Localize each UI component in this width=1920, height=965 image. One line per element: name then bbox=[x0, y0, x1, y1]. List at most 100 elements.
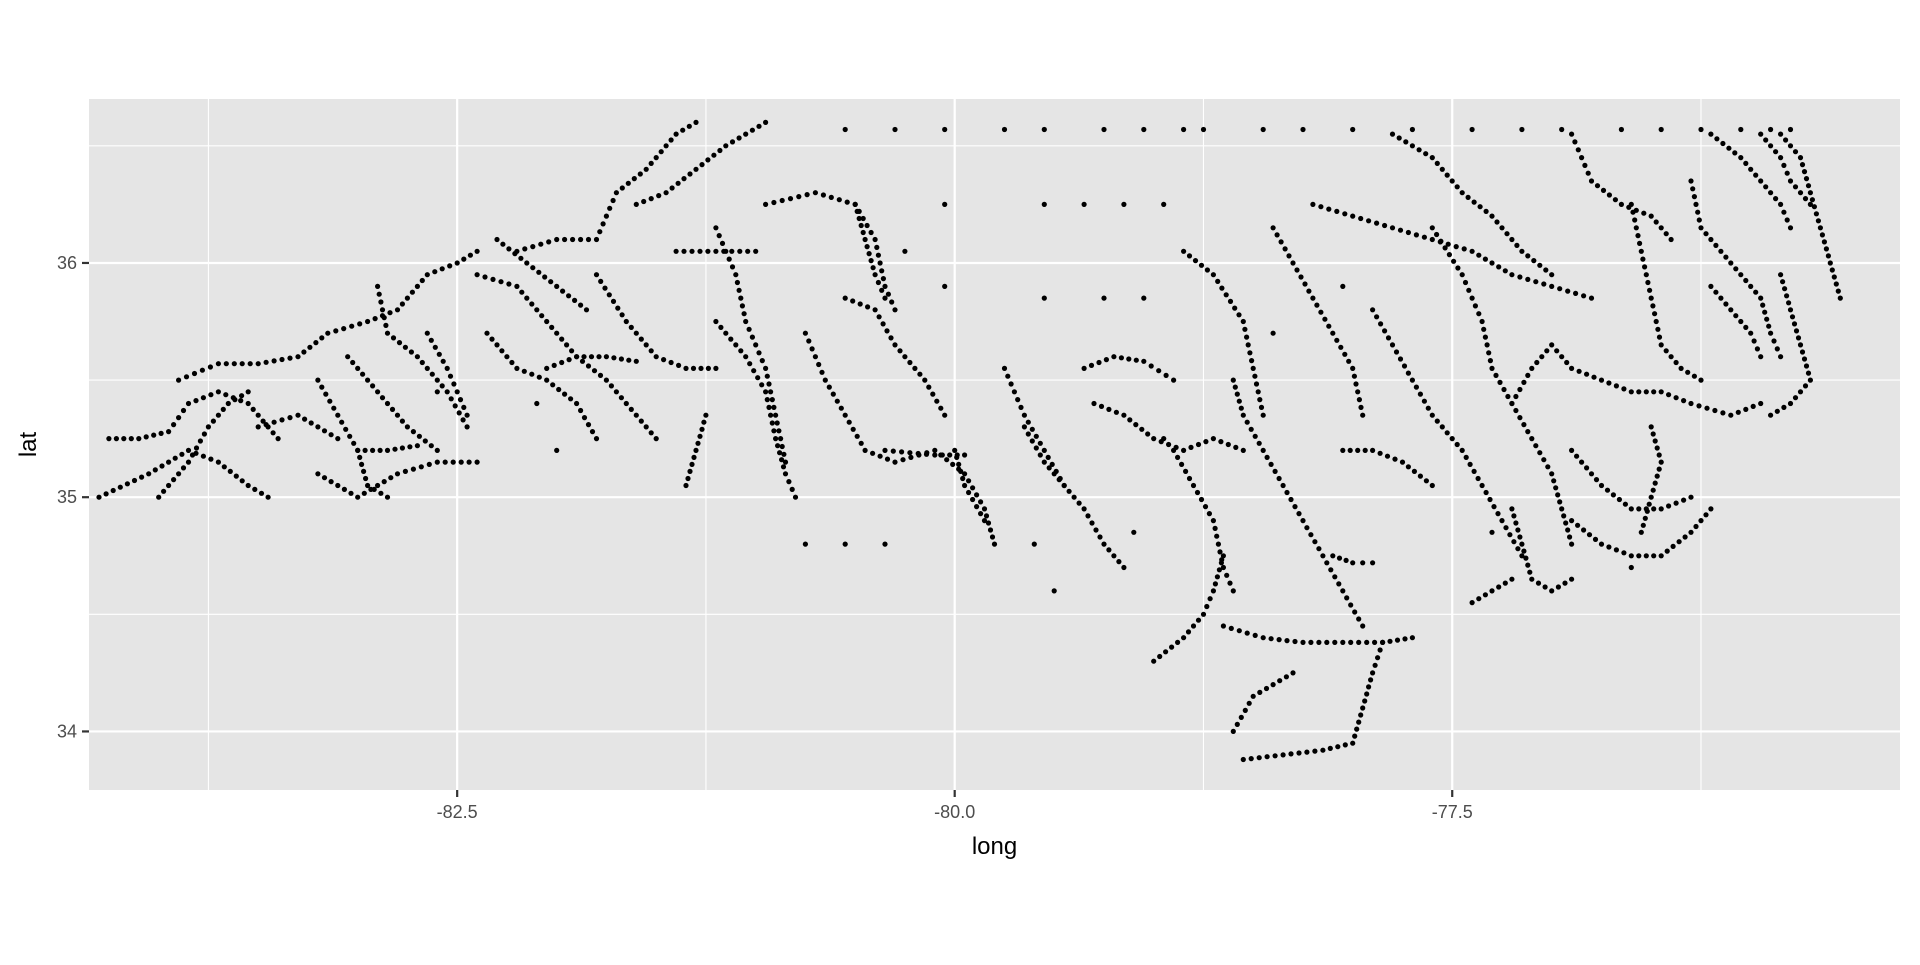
data-point bbox=[384, 400, 391, 407]
data-point bbox=[1409, 635, 1415, 641]
data-point bbox=[902, 248, 908, 254]
data-point bbox=[394, 307, 401, 313]
data-point bbox=[426, 461, 432, 467]
data-point bbox=[610, 298, 617, 304]
data-point bbox=[1276, 637, 1282, 643]
data-point bbox=[1393, 349, 1400, 355]
data-point bbox=[1021, 412, 1027, 418]
data-point bbox=[907, 450, 913, 456]
data-point bbox=[1471, 468, 1477, 474]
data-point bbox=[1111, 354, 1117, 360]
data-point bbox=[628, 406, 634, 412]
data-point bbox=[1489, 213, 1495, 219]
data-point bbox=[1338, 344, 1344, 350]
data-point bbox=[1502, 268, 1508, 274]
data-point bbox=[1434, 231, 1440, 238]
data-point bbox=[1821, 239, 1827, 245]
data-point bbox=[1194, 489, 1201, 496]
data-point bbox=[826, 384, 832, 390]
data-point bbox=[1350, 126, 1356, 133]
data-point bbox=[1101, 541, 1107, 547]
data-point bbox=[474, 248, 480, 254]
data-point bbox=[514, 248, 520, 254]
data-point bbox=[956, 461, 962, 467]
data-point bbox=[365, 377, 371, 383]
data-point bbox=[409, 289, 415, 295]
data-point bbox=[1249, 358, 1255, 364]
data-point bbox=[176, 471, 182, 477]
data-point bbox=[745, 248, 751, 254]
data-point bbox=[1093, 527, 1099, 533]
data-point bbox=[812, 190, 819, 196]
data-point bbox=[146, 471, 152, 477]
data-point bbox=[1658, 342, 1664, 348]
data-point bbox=[1360, 705, 1366, 711]
data-point bbox=[746, 326, 752, 332]
data-point bbox=[414, 354, 420, 360]
data-point bbox=[970, 496, 976, 503]
data-point bbox=[1324, 560, 1330, 566]
data-point bbox=[1479, 482, 1485, 489]
data-point bbox=[1066, 488, 1072, 494]
data-point bbox=[1831, 274, 1837, 280]
data-point bbox=[854, 433, 860, 439]
data-point bbox=[308, 420, 314, 426]
data-point bbox=[1738, 155, 1744, 161]
data-point bbox=[1658, 459, 1664, 465]
data-point bbox=[1668, 236, 1674, 243]
data-point bbox=[872, 307, 878, 313]
data-point bbox=[1628, 201, 1634, 207]
data-point bbox=[379, 395, 386, 401]
data-point bbox=[1411, 468, 1417, 474]
data-point bbox=[1787, 126, 1794, 133]
data-point bbox=[733, 272, 739, 278]
data-point bbox=[787, 196, 794, 202]
data-point bbox=[1358, 215, 1364, 222]
data-point bbox=[1555, 492, 1561, 498]
data-point bbox=[625, 180, 631, 186]
data-point bbox=[1250, 365, 1256, 371]
data-point bbox=[1397, 227, 1404, 233]
data-point bbox=[1517, 274, 1523, 280]
data-point bbox=[1215, 278, 1221, 284]
data-point bbox=[1778, 354, 1784, 360]
data-point bbox=[410, 429, 416, 435]
data-point bbox=[865, 304, 871, 310]
data-point bbox=[1829, 267, 1835, 273]
data-point bbox=[530, 265, 536, 271]
data-point bbox=[1778, 272, 1784, 278]
x-tick-label: -77.5 bbox=[1432, 802, 1473, 822]
data-point bbox=[763, 389, 769, 395]
data-point bbox=[638, 418, 644, 424]
data-point bbox=[1549, 272, 1555, 278]
data-point bbox=[578, 407, 584, 414]
data-point bbox=[225, 400, 231, 407]
data-point bbox=[1453, 244, 1459, 250]
data-point bbox=[879, 287, 885, 293]
data-point bbox=[897, 348, 903, 354]
data-point bbox=[729, 264, 736, 270]
data-point bbox=[1793, 328, 1800, 334]
data-point bbox=[554, 236, 560, 243]
data-point bbox=[711, 152, 717, 158]
data-point bbox=[1121, 201, 1127, 207]
data-point bbox=[1389, 342, 1396, 348]
data-point bbox=[792, 494, 799, 500]
data-point bbox=[581, 415, 588, 421]
data-point bbox=[923, 451, 930, 457]
data-point bbox=[1253, 381, 1260, 387]
data-point bbox=[1141, 358, 1147, 364]
data-point bbox=[1389, 225, 1396, 231]
data-point bbox=[1501, 386, 1507, 393]
data-point bbox=[1588, 471, 1595, 477]
data-point bbox=[562, 391, 568, 397]
data-point bbox=[414, 283, 420, 289]
data-point bbox=[1712, 407, 1718, 414]
data-point bbox=[1041, 201, 1047, 207]
data-point bbox=[1549, 588, 1555, 594]
data-point bbox=[1698, 518, 1704, 524]
data-point bbox=[434, 459, 440, 465]
data-point bbox=[1256, 440, 1262, 446]
data-point bbox=[1648, 424, 1654, 430]
data-point bbox=[466, 459, 472, 465]
